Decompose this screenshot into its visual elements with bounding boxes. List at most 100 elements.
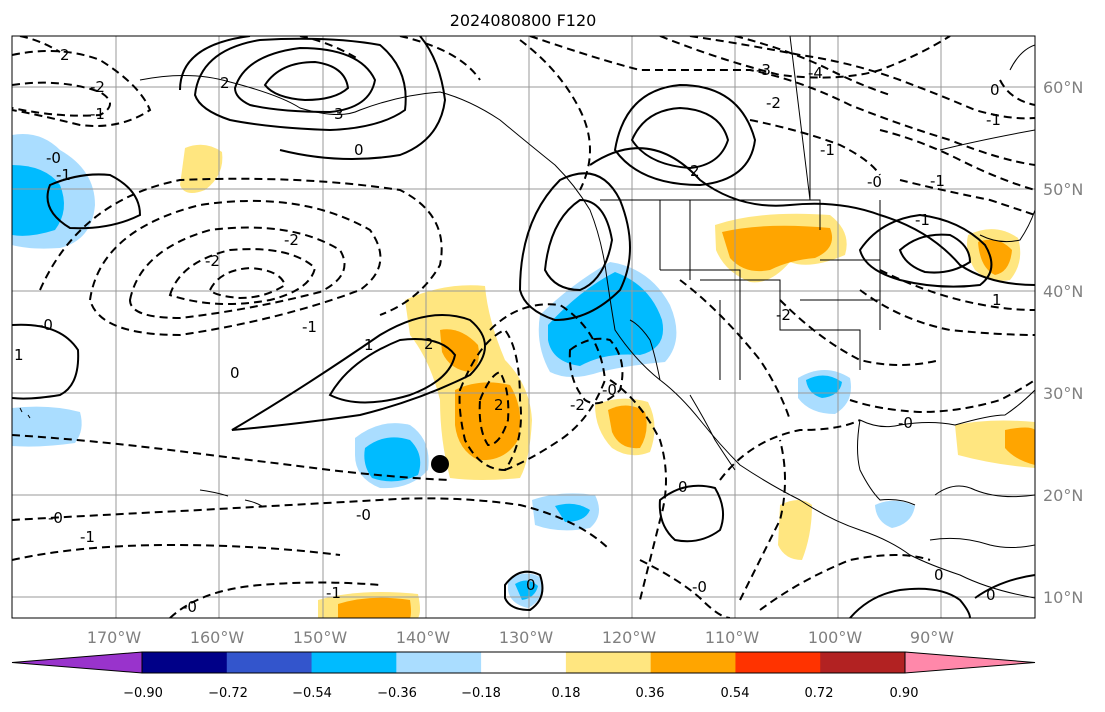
contour-label: 2 <box>494 396 504 414</box>
contour-label: -1 <box>326 584 341 602</box>
positive-anomaly-medium <box>455 382 521 461</box>
colorbar-swatch <box>226 652 313 673</box>
positive-anomaly-medium <box>722 225 833 272</box>
contour-label: 0 <box>678 478 688 496</box>
lat-label: 60°N <box>1043 78 1083 97</box>
colorbar-swatch <box>650 652 736 673</box>
map-title: 2024080800 F120 <box>450 11 597 30</box>
positive-anomaly-medium <box>608 405 647 449</box>
positive-anomaly-medium <box>440 329 479 372</box>
lon-label: 110°W <box>705 628 760 647</box>
colorbar-tick-label: 0.54 <box>721 686 750 701</box>
colorbar-tick-label: 0.72 <box>805 686 834 701</box>
contour-labels: 2 2 -1 3 0 -0 -1 -2 -2 -2 -1 -0 1 2 0 2 … <box>14 46 1002 616</box>
positive-anomaly-light <box>180 144 223 194</box>
negative-anomaly-strong <box>364 437 421 482</box>
colorbar-swatch <box>735 652 821 673</box>
lat-label: 10°N <box>1043 588 1083 607</box>
lon-label: 170°W <box>87 628 142 647</box>
contour-label: 0 <box>526 576 536 594</box>
contour-label: 0 <box>230 364 240 382</box>
colorbar-tick-label: −0.36 <box>377 686 417 701</box>
negative-anomaly-strong <box>515 580 538 600</box>
negative-anomaly-strong <box>806 375 842 398</box>
contour-label: -2 <box>570 396 585 414</box>
typhoon-position-dot <box>431 455 449 473</box>
lon-label: 120°W <box>602 628 657 647</box>
contour-label: -4 <box>808 64 823 82</box>
graticule <box>12 36 1035 618</box>
contour-label: -0 <box>898 414 913 432</box>
contour-label: -1 <box>80 528 95 546</box>
colorbar-swatch <box>565 652 652 673</box>
contour-label: -0 <box>692 578 707 596</box>
contour-label: 2 <box>220 74 230 92</box>
colorbar-swatch-low-extend <box>11 651 143 674</box>
lon-label: 140°W <box>396 628 451 647</box>
colorbar-swatch <box>142 652 228 673</box>
contour-label: 0 <box>986 586 996 604</box>
lon-label: 160°W <box>190 628 245 647</box>
colorbar-tick-label: −0.18 <box>461 686 501 701</box>
colorbar-swatch <box>481 652 567 673</box>
lat-label: 40°N <box>1043 282 1083 301</box>
contour-label: -3 <box>756 61 771 79</box>
contour-label: 1 <box>992 291 1002 309</box>
contour-label: -0 <box>48 509 63 527</box>
map-frame <box>11 35 1036 619</box>
contour-label: 0 <box>990 81 1000 99</box>
colorbar-swatch-high-extend <box>904 651 1036 674</box>
lat-label: 30°N <box>1043 384 1083 403</box>
colorbar-tick-label: 0.90 <box>890 686 919 701</box>
negative-anomaly-light <box>12 406 82 447</box>
colorbar-tick-label: −0.72 <box>208 686 248 701</box>
map-area: 2 2 -1 3 0 -0 -1 -2 -2 -2 -1 -0 1 2 0 2 … <box>12 36 1035 618</box>
contour-label: -2 <box>90 78 105 96</box>
lon-label: 150°W <box>293 628 348 647</box>
negative-contours <box>12 36 1035 618</box>
contour-label: -0 <box>182 598 197 616</box>
contour-label: -2 <box>205 252 220 270</box>
contour-label: -1 <box>302 318 317 336</box>
colorbar-swatch <box>396 652 482 673</box>
contour-label: -1 <box>90 105 105 123</box>
contour-label: -1 <box>915 211 930 229</box>
contour-label: 3 <box>334 105 344 123</box>
contour-label: 2 <box>60 46 70 64</box>
contour-label: 0 <box>934 566 944 584</box>
negative-anomaly-strong <box>548 272 664 366</box>
lon-label: 100°W <box>808 628 863 647</box>
colorbar-tick-label: −0.54 <box>292 686 332 701</box>
latitude-labels: 60°N 50°N 40°N 30°N 20°N 10°N <box>1043 78 1083 607</box>
contour-label: -2 <box>284 231 299 249</box>
lon-label: 130°W <box>499 628 554 647</box>
longitude-labels: 170°W 160°W 150°W 140°W 130°W 120°W 110°… <box>87 628 954 647</box>
lat-label: 50°N <box>1043 180 1083 199</box>
coastlines <box>19 36 1035 599</box>
contour-label: -1 <box>986 111 1001 129</box>
positive-contours <box>12 36 1035 618</box>
contour-label: -0 <box>38 316 53 334</box>
colorbar: −0.90 −0.72 −0.54 −0.36 −0.18 0.18 0.36 … <box>11 651 1036 701</box>
contour-label: 2 <box>690 162 700 180</box>
colorbar-swatch <box>311 652 397 673</box>
colorbar-tick-label: 0.18 <box>552 686 581 701</box>
contour-label: -0 <box>867 173 882 191</box>
negative-anomaly-light <box>875 500 915 528</box>
colorbar-tick-label: −0.90 <box>123 686 163 701</box>
negative-anomaly-strong <box>12 165 64 236</box>
colorbar-tick-label: 0.36 <box>636 686 665 701</box>
contour-label: -0 <box>356 506 371 524</box>
contour-label: -2 <box>776 306 791 324</box>
positive-anomaly-medium <box>1005 427 1035 465</box>
colorbar-frame <box>141 651 906 674</box>
colorbar-tick-labels: −0.90 −0.72 −0.54 −0.36 −0.18 0.18 0.36 … <box>123 686 918 701</box>
contour-label: 1 <box>364 336 374 354</box>
map-background <box>12 36 1035 618</box>
lon-label: 90°W <box>910 628 954 647</box>
contour-label: 2 <box>424 335 434 353</box>
contour-label: -0 <box>602 381 617 399</box>
negative-anomaly-strong <box>555 503 590 522</box>
positive-anomaly-light <box>778 500 812 560</box>
